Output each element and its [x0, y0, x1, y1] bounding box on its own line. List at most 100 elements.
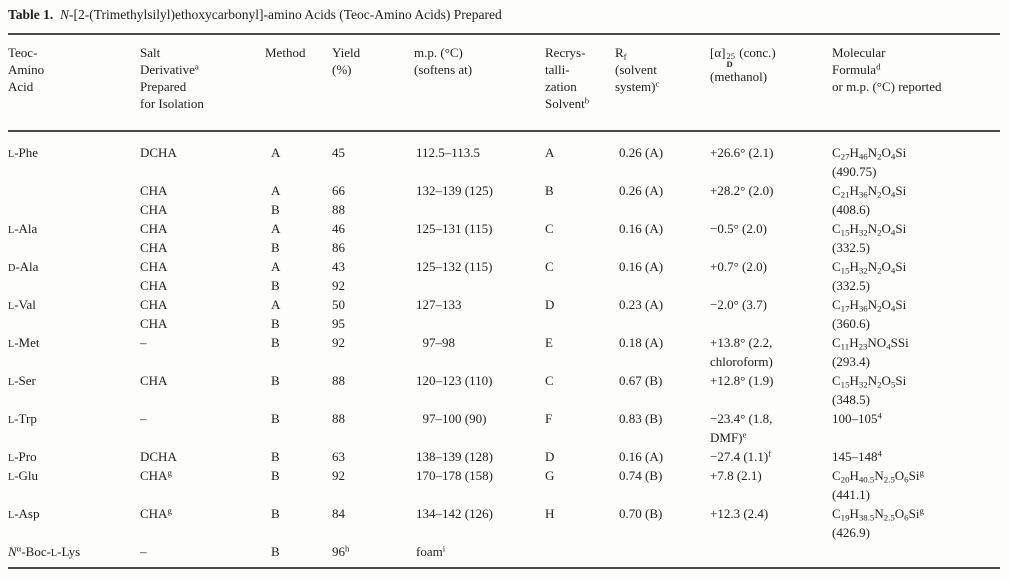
- table-cell-yield: 66: [332, 183, 345, 198]
- table-header-row: Teoc- Amino Acid Salt Derivativea Prepared fo…: [8, 44, 1002, 112]
- table-cell-teoc-amino-acid: L-Phe: [8, 145, 39, 160]
- table-cell-recrystallization-solvent: G: [545, 468, 555, 483]
- table-row: (348.5): [8, 390, 1002, 409]
- column-header-mp: m.p. (°C) (softens at): [414, 45, 473, 77]
- table-cell-method: B: [271, 335, 280, 350]
- table-cell-teoc-amino-acid: L-Met: [8, 335, 40, 350]
- bottom-rule: [8, 567, 1000, 569]
- table-cell-rf: [615, 314, 710, 333]
- table-cell-optical-rotation: [710, 276, 832, 295]
- table-cell-teoc-amino-acid: [8, 314, 140, 333]
- table-cell-optical-rotation: +28.2° (2.0): [710, 183, 774, 198]
- table-cell-teoc-amino-acid: L-Asp: [8, 506, 40, 521]
- table-cell-recrystallization-solvent: [545, 276, 615, 295]
- table-cell-method: A: [271, 259, 281, 274]
- header-rule: [8, 130, 1000, 132]
- table-cell-recrystallization-solvent: [545, 428, 615, 447]
- table-cell-yield: 86: [332, 240, 345, 255]
- table-cell-teoc-amino-acid: L-Val: [8, 297, 36, 312]
- table-cell-yield: 43: [332, 259, 345, 274]
- table-cell-recrystallization-solvent: H: [545, 506, 555, 521]
- table-cell-salt-derivative: CHA: [140, 240, 168, 255]
- table-cell-salt-derivative: [140, 390, 265, 409]
- table-cell-optical-rotation: −2.0° (3.7): [710, 297, 767, 312]
- column-header-rf: Rf (solvent system)c: [615, 45, 660, 94]
- table-cell-mp: [414, 200, 545, 219]
- table-cell-method: B: [271, 373, 280, 388]
- table-cell-mp: 170–178 (158): [416, 468, 493, 483]
- table-cell-mp: 112.5–113.5: [416, 145, 481, 160]
- table-cell-mp: [414, 314, 545, 333]
- table-cell-yield: [332, 485, 414, 504]
- table-cell-recrystallization-solvent: [545, 352, 615, 371]
- table-cell-method: B: [271, 202, 280, 217]
- table-cell-method: [265, 485, 332, 504]
- table-cell-recrystallization-solvent: C: [545, 373, 554, 388]
- table-cell-rf: [615, 485, 710, 504]
- table-cell-optical-rotation: [710, 523, 832, 542]
- table-cell-yield: 50: [332, 297, 345, 312]
- table-cell-recrystallization-solvent: [545, 523, 615, 542]
- table-cell-optical-rotation: −0.5° (2.0): [710, 221, 767, 236]
- table-cell-optical-rotation: +12.8° (1.9): [710, 373, 774, 388]
- table-row: L-Phe DCHA A 45 112.5–113.5 A 0.26 (A) +26.6° (…: [8, 143, 1002, 162]
- table-cell-teoc-amino-acid: D-Ala: [8, 259, 39, 274]
- table-cell-method: B: [271, 316, 280, 331]
- table-cell-rf: [615, 523, 710, 542]
- table-cell-recrystallization-solvent: E: [545, 335, 553, 350]
- table-cell-recrystallization-solvent: [545, 238, 615, 257]
- table-cell-salt-derivative: CHA: [140, 259, 168, 274]
- table-row: L-Ser CHA B 88 120–123 (110) C 0.67 (B) +12.8° …: [8, 371, 1002, 390]
- table-row: CHA B 92 (332.5): [8, 276, 1002, 295]
- table-cell-teoc-amino-acid: [8, 428, 140, 447]
- table-cell-recrystallization-solvent: A: [545, 145, 555, 160]
- table-cell-method: B: [271, 240, 280, 255]
- table-cell-molecular-formula: (348.5): [832, 392, 870, 407]
- table-cell-molecular-formula: C27H46N2O4Si: [832, 145, 907, 162]
- table-cell-mp: 125–132 (115): [416, 259, 493, 274]
- table-cell-teoc-amino-acid: L-Ser: [8, 373, 36, 388]
- table-cell-recrystallization-solvent: D: [545, 297, 555, 312]
- table-cell-molecular-formula: (360.6): [832, 316, 870, 331]
- table-cell-yield: 46: [332, 221, 345, 236]
- table-cell-rf: 0.23 (A): [619, 297, 664, 312]
- table-title: Table 1. N-[2-(Trimethylsilyl)ethoxycarb…: [8, 7, 502, 22]
- table-cell-salt-derivative: CHA: [140, 278, 168, 293]
- table-row: L-Asp CHAg B 84 134–142 (126) H 0.70 (B) +12.3 …: [8, 504, 1002, 523]
- table-cell-rf: 0.16 (A): [619, 449, 664, 464]
- table-cell-teoc-amino-acid: [8, 523, 140, 542]
- table-cell-salt-derivative: DCHA: [140, 145, 177, 160]
- table-cell-salt-derivative: CHA: [140, 373, 168, 388]
- table-cell-molecular-formula: C15H32N2O4Si: [832, 259, 907, 276]
- table-cell-salt-derivative: [140, 523, 265, 542]
- table-cell-optical-rotation: −23.4° (1.8,: [710, 411, 773, 426]
- table-cell-method: [265, 352, 332, 371]
- table-cell-recrystallization-solvent: C: [545, 259, 554, 274]
- column-header-salt-derivative: Salt Derivativea Prepared for Isolation: [140, 45, 204, 111]
- table-cell-yield: [332, 428, 414, 447]
- table-cell-mp: 134–142 (126): [416, 506, 493, 521]
- table-cell-rf: 0.67 (B): [619, 373, 663, 388]
- table-row: L-Glu CHAg B 92 170–178 (158) G 0.74 (B) +7.8 (…: [8, 466, 1002, 485]
- table-cell-molecular-formula: C15H32N2O5Si: [832, 373, 907, 390]
- column-header-optical-rotation: [α] 25 D (conc.) (methanol): [710, 45, 776, 84]
- table-cell-method: B: [271, 468, 280, 483]
- table-cell-yield: [332, 523, 414, 542]
- column-header-molecular-formula: Molecular Formulad or m.p. (°C) reported: [832, 45, 942, 94]
- table-row: D-Ala CHA A 43 125–132 (115) C 0.16 (A) +0.7° (…: [8, 257, 1002, 276]
- table-row: CHA B 95 (360.6): [8, 314, 1002, 333]
- table-cell-salt-derivative: [140, 162, 265, 181]
- table-cell-teoc-amino-acid: L-Glu: [8, 468, 39, 483]
- table-cell-method: A: [271, 145, 281, 160]
- table-cell-mp: [414, 428, 545, 447]
- table-cell-molecular-formula: (332.5): [832, 278, 870, 293]
- table-row: L-Ala CHA A 46 125–131 (115) C 0.16 (A) −0.5° (…: [8, 219, 1002, 238]
- table-cell-recrystallization-solvent: B: [545, 183, 554, 198]
- table-cell-salt-derivative: CHA: [140, 183, 168, 198]
- table-cell-mp: [414, 276, 545, 295]
- table-cell-method: [265, 523, 332, 542]
- table-cell-mp: 127–133: [416, 297, 462, 312]
- table-row: L-Val CHA A 50 127–133 D 0.23 (A) −2.0° (3.7) C1…: [8, 295, 1002, 314]
- table-cell-rf: [615, 352, 710, 371]
- top-rule: [8, 33, 1000, 35]
